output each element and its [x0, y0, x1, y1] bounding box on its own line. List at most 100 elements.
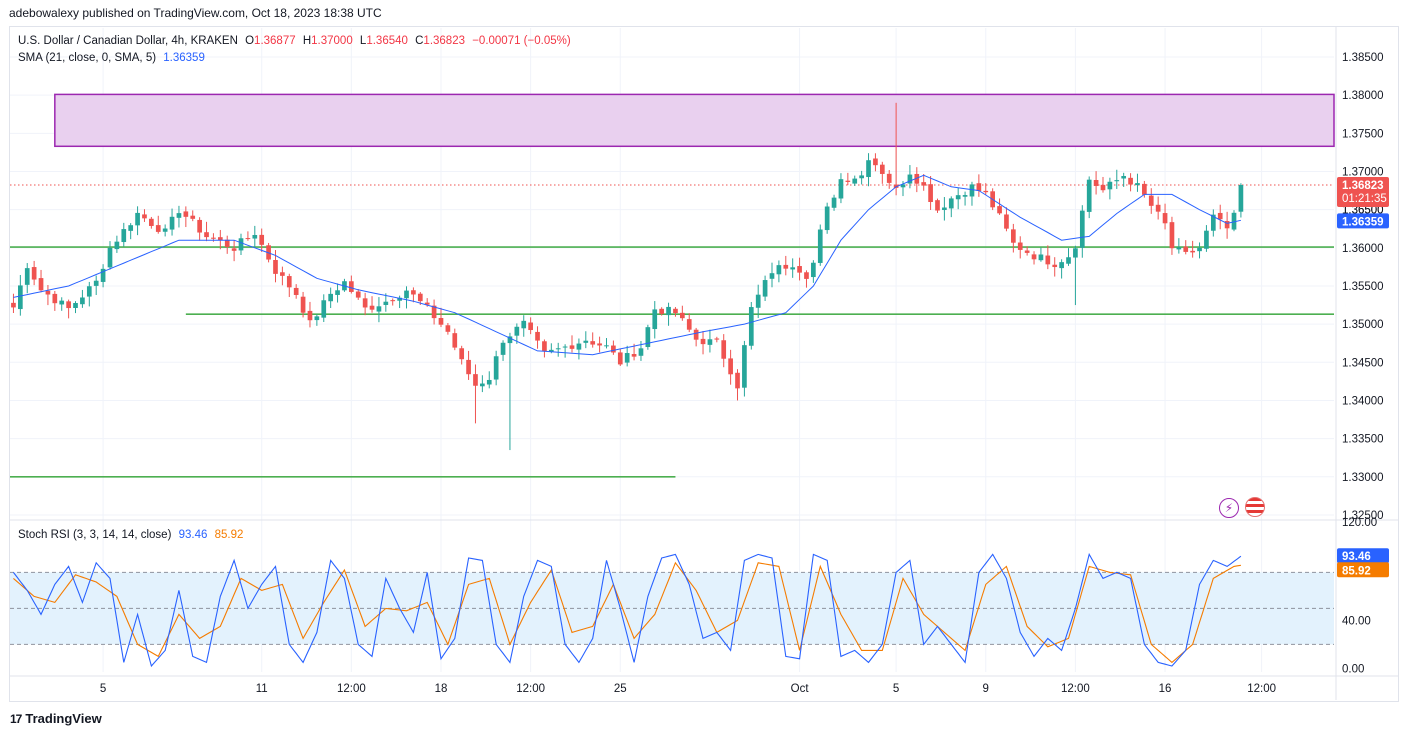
candle-body	[721, 340, 727, 359]
sma-label: SMA (21, close, 0, SMA, 5)	[18, 52, 157, 64]
candle-body	[473, 374, 478, 386]
candle-body	[121, 229, 127, 243]
candle-body	[707, 339, 713, 345]
candle-body	[107, 247, 113, 268]
candle-body	[314, 316, 320, 321]
candle-body	[383, 301, 389, 305]
candle-body	[142, 214, 147, 219]
candle-body	[59, 300, 65, 305]
time-tick-label: Oct	[791, 683, 810, 695]
candle-body	[1238, 184, 1244, 212]
us-flag-icon[interactable]	[1245, 497, 1265, 517]
candle-body	[838, 179, 844, 199]
stoch-rsi-legend: Stoch RSI (3, 3, 14, 14, close) 93.46 85…	[18, 529, 243, 541]
candle-body	[73, 303, 78, 308]
candle-body	[666, 306, 671, 316]
stoch-d-value: 85.92	[214, 529, 244, 541]
candle-body	[514, 326, 520, 336]
candle-body	[45, 290, 51, 295]
candle-body	[1217, 212, 1223, 220]
resistance-zone	[54, 93, 1335, 148]
candle-body	[31, 267, 37, 280]
candle-body	[335, 290, 340, 295]
candle-body	[155, 225, 161, 232]
candle-body	[728, 358, 733, 375]
candle-body	[1107, 181, 1113, 190]
stoch-d-badge-bg	[1337, 562, 1389, 578]
candle-body	[259, 234, 265, 245]
candle-body	[1148, 195, 1154, 206]
price-tick-label: 1.32500	[1342, 510, 1384, 522]
candle-body	[583, 340, 589, 343]
candle-body	[376, 306, 382, 312]
candle-body	[17, 285, 23, 310]
candle-body	[93, 280, 99, 286]
candle-body	[955, 195, 961, 200]
candle-body	[879, 164, 885, 174]
candle-body	[831, 197, 837, 208]
sma-line	[13, 174, 1242, 356]
time-tick-label: 5	[893, 683, 899, 695]
candle-body	[797, 266, 802, 273]
candle-body	[969, 184, 975, 197]
time-tick-label: 12:00	[337, 683, 366, 695]
candle-body	[624, 353, 630, 363]
candle-body	[128, 225, 134, 231]
candle-body	[659, 308, 665, 314]
candle-body	[1093, 180, 1099, 186]
price-legend: U.S. Dollar / Canadian Dollar, 4h, KRAKE…	[18, 35, 571, 47]
candle-body	[748, 307, 754, 346]
candle-body	[935, 200, 940, 211]
candle-body	[135, 212, 140, 226]
candle-body	[962, 195, 968, 197]
candle-body	[1204, 230, 1209, 249]
candle-body	[1079, 210, 1085, 248]
rsi-tick-label: 40.00	[1342, 615, 1371, 627]
candle-body	[783, 264, 789, 269]
candle-body	[1045, 255, 1051, 265]
candle-body	[542, 341, 547, 352]
candle-body	[1169, 222, 1175, 249]
sma-legend: SMA (21, close, 0, SMA, 5) 1.36359	[18, 52, 205, 64]
stoch-d-line	[13, 561, 1241, 664]
candle-body	[1142, 183, 1147, 195]
candle-body	[100, 268, 106, 282]
candle-body	[390, 300, 396, 302]
candle-body	[300, 296, 306, 313]
candle-body	[1224, 220, 1230, 229]
candle-body	[431, 305, 437, 319]
sma-price-badge: 1.36359	[1337, 213, 1389, 229]
candle-body	[1155, 204, 1161, 212]
candle-body	[1210, 214, 1216, 231]
candle-body	[1162, 213, 1168, 224]
candle-body	[893, 184, 899, 188]
price-tick-label: 1.35000	[1342, 319, 1384, 331]
time-tick-label: 16	[1159, 683, 1172, 695]
candle-body	[183, 211, 189, 217]
price-tick-label: 1.36000	[1342, 243, 1384, 255]
stoch-k-badge-text: 93.46	[1342, 551, 1371, 563]
candle-body	[742, 345, 747, 388]
candle-body	[845, 180, 851, 182]
tradingview-logo[interactable]: 17 TradingView	[10, 711, 102, 726]
candle-body	[576, 343, 582, 350]
candle-body	[886, 173, 892, 183]
candle-body	[149, 218, 154, 226]
candle-body	[245, 238, 251, 240]
candle-body	[928, 184, 933, 202]
candle-body	[211, 237, 216, 239]
candle-body	[445, 325, 451, 332]
stoch-k-badge: 93.46	[1337, 548, 1389, 564]
stoch-k-value: 93.46	[178, 529, 208, 541]
candle-body	[983, 190, 989, 193]
candle-body	[638, 348, 644, 356]
chart-frame[interactable]	[9, 26, 1399, 702]
candle-body	[569, 345, 575, 349]
candle-body	[673, 308, 678, 314]
candle-body	[873, 158, 878, 166]
price-tick-label: 1.37500	[1342, 128, 1384, 140]
candle-body	[273, 260, 278, 274]
lightning-icon[interactable]: ⚡	[1219, 498, 1239, 518]
candle-body	[86, 286, 92, 297]
